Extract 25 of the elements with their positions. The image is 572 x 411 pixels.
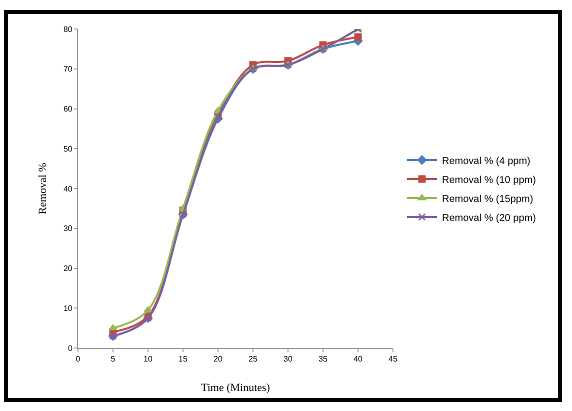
legend-label: Removal % (20 ppm) [442,212,536,224]
x-tick-label: 30 [284,354,293,364]
x-tick-label: 10 [144,354,153,364]
y-tick-label: 10 [63,304,73,313]
x-tick-label: 0 [76,354,81,364]
y-axis-title: Removal % [37,162,49,214]
x-tick-label: 35 [318,354,328,364]
x-tick-label: 40 [354,354,363,364]
y-tick-label: 20 [63,264,73,274]
x-tick-label: 25 [248,354,258,364]
y-tick-label: 80 [63,24,73,34]
x-axis-title: Time (Minutes) [201,382,270,394]
legend-label: Removal % (4 ppm) [442,156,530,167]
x-tick-label: 45 [388,354,398,364]
y-tick-label: 30 [63,224,73,234]
x-tick-label: 15 [178,354,188,364]
y-tick-label: 50 [63,144,73,154]
x-tick-label: 5 [110,354,116,364]
y-tick-label: 40 [63,184,73,194]
x-tick-label: 20 [214,354,223,364]
y-tick-label: 70 [63,64,73,74]
legend-label: Removal % (15ppm) [442,194,534,205]
y-tick-label: 60 [63,104,73,114]
y-tick-label: 0 [68,344,73,353]
legend-label: Removal % (10 ppm) [442,174,536,186]
